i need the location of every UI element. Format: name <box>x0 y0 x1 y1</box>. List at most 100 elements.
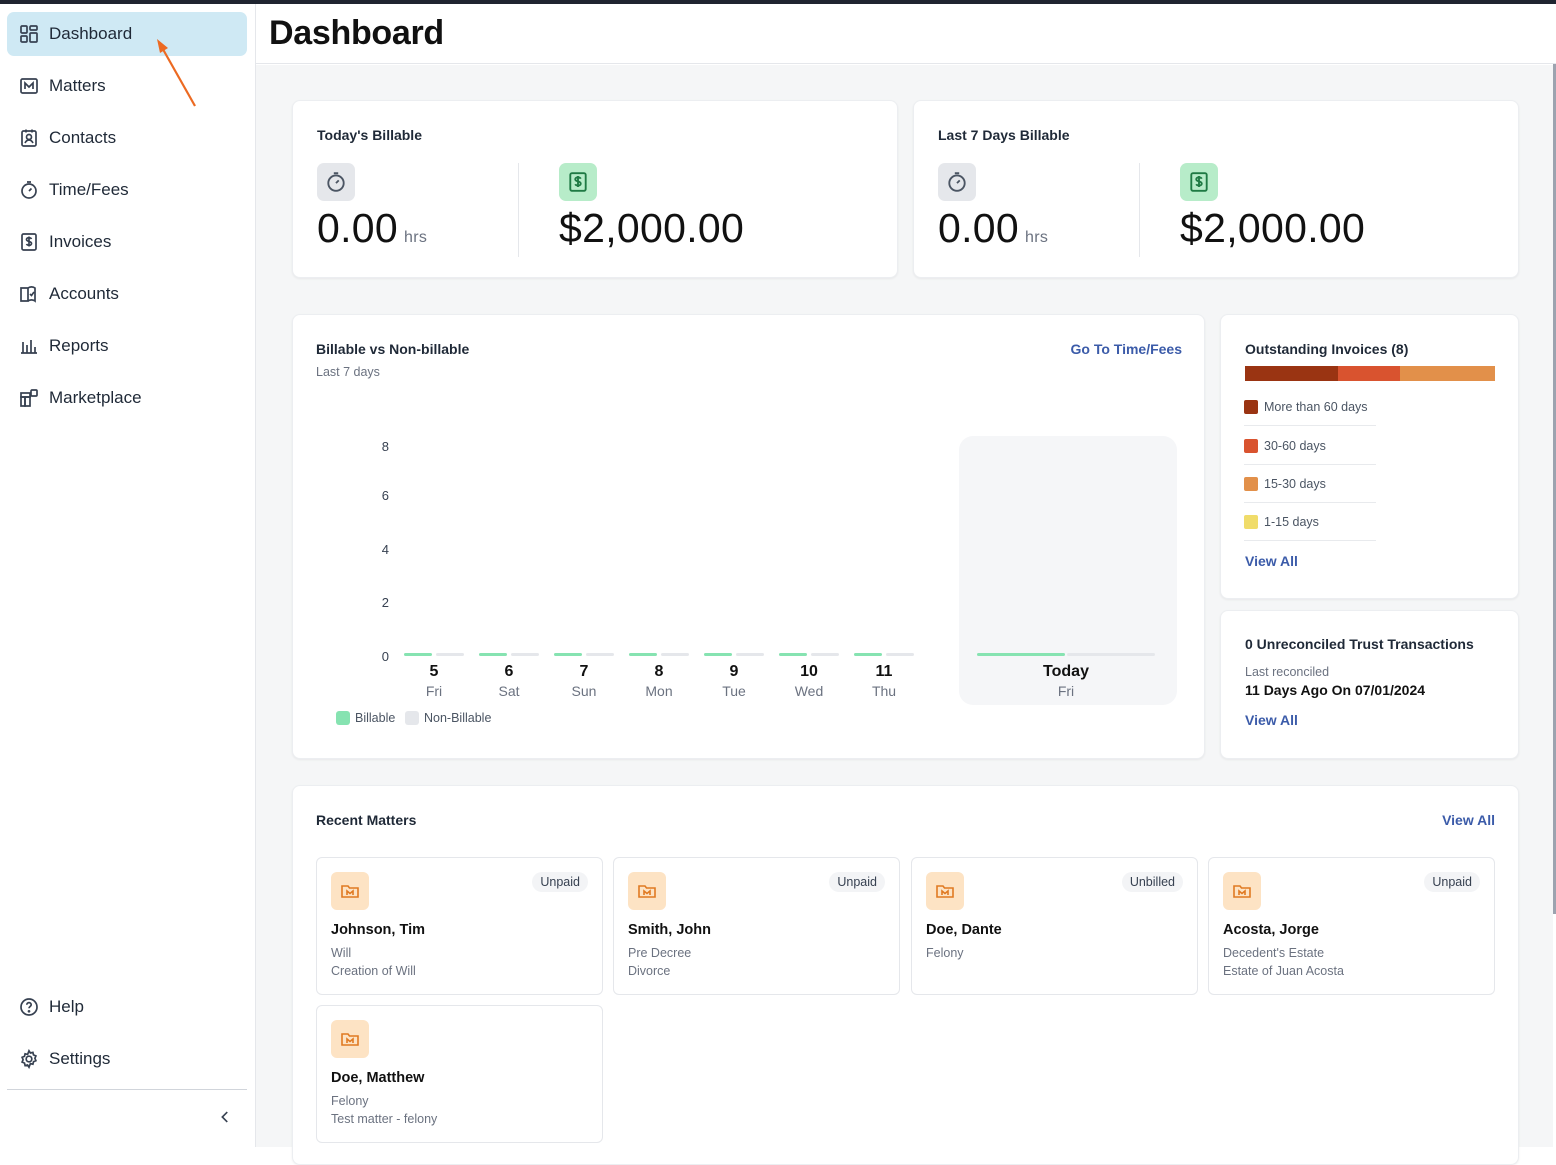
card-title: 0 Unreconciled Trust Transactions <box>1245 636 1474 652</box>
stopwatch-icon <box>938 163 976 201</box>
recent-matters-view-all-link[interactable]: View All <box>1442 812 1495 828</box>
status-badge: Unpaid <box>532 872 588 892</box>
matter-type: Decedent's Estate <box>1223 946 1325 960</box>
sidebar-item-label: Time/Fees <box>49 180 129 199</box>
chart-subtitle: Last 7 days <box>316 365 380 379</box>
x-tick-label: 5 Fri <box>404 663 464 699</box>
last-reconciled-value: 11 Days Ago On 07/01/2024 <box>1245 682 1426 698</box>
x-tick-weekday: Mon <box>645 683 673 699</box>
bar-non-billable <box>1067 653 1155 656</box>
legend-row: 30-60 days <box>1244 427 1376 465</box>
matter-folder-icon <box>331 872 369 910</box>
matter-name: Smith, John <box>628 922 711 938</box>
matter-type: Will <box>331 946 352 960</box>
card-title: Last 7 Days Billable <box>938 127 1070 143</box>
trust-transactions-card: 0 Unreconciled Trust Transactions Last r… <box>1220 610 1519 759</box>
sidebar-item-accounts[interactable]: Accounts <box>7 272 247 316</box>
bar-non-billable <box>736 653 764 656</box>
bar-billable <box>404 653 432 656</box>
x-tick-weekday: Tue <box>722 683 746 699</box>
matter-name: Doe, Matthew <box>331 1070 425 1086</box>
x-tick-day: Today <box>1043 663 1089 680</box>
page-title: Dashboard <box>269 14 444 52</box>
matter-card[interactable]: Doe, Matthew Felony Test matter - felony <box>316 1005 603 1143</box>
sidebar-item-label: Reports <box>49 336 109 355</box>
legend-swatch <box>336 711 350 725</box>
matter-description: Divorce <box>628 964 671 978</box>
sidebar-item-marketplace[interactable]: Marketplace <box>7 376 247 420</box>
legend-billable: Billable <box>336 711 395 725</box>
matter-card[interactable]: Unpaid Johnson, Tim Will Creation of Wil… <box>316 857 603 995</box>
x-tick-weekday: Fri <box>425 683 443 699</box>
outstanding-view-all-link[interactable]: View All <box>1245 553 1298 569</box>
legend-non-billable: Non-Billable <box>405 711 491 725</box>
x-tick-day: 8 <box>654 663 664 680</box>
aging-segment <box>1400 366 1495 381</box>
dollar-icon <box>1180 163 1218 201</box>
top-border <box>0 0 1556 4</box>
page-header: Dashboard <box>256 4 1556 64</box>
sidebar-item-label: Marketplace <box>49 388 142 407</box>
sidebar-item-help[interactable]: Help <box>7 985 247 1029</box>
billable-amount: $2,000.00 <box>559 205 745 251</box>
chart-title: Billable vs Non-billable <box>316 341 470 357</box>
matter-card[interactable]: Unpaid Acosta, Jorge Decedent's Estate E… <box>1208 857 1495 995</box>
bar-billable <box>629 653 657 656</box>
card-title: Today's Billable <box>317 127 422 143</box>
recent-matters-card: Recent Matters View All Unpaid Johnson, … <box>292 785 1519 1165</box>
gear-icon <box>19 1049 39 1069</box>
x-tick-label: 6 Sat <box>479 663 539 699</box>
matters-icon <box>19 76 39 96</box>
stopwatch-icon <box>317 163 355 201</box>
accounts-icon <box>19 284 39 304</box>
aging-bar <box>1245 366 1495 381</box>
sidebar-item-time-fees[interactable]: Time/Fees <box>7 168 247 212</box>
today-highlight <box>959 436 1177 705</box>
matter-name: Acosta, Jorge <box>1223 922 1319 938</box>
sidebar: Dashboard Matters Contacts Time/Fees Inv… <box>0 4 256 1147</box>
bar-billable <box>704 653 732 656</box>
collapse-sidebar-button[interactable] <box>212 1106 238 1132</box>
billable-hours: 0.00 hrs <box>317 205 428 251</box>
y-tick-label: 2 <box>381 595 389 610</box>
status-badge: Unpaid <box>829 872 885 892</box>
outstanding-invoices-card: Outstanding Invoices (8) More than 60 da… <box>1220 314 1519 599</box>
matter-name: Johnson, Tim <box>331 922 425 938</box>
sidebar-item-label: Settings <box>49 1049 111 1068</box>
sidebar-item-reports[interactable]: Reports <box>7 324 247 368</box>
matter-folder-icon <box>926 872 964 910</box>
billable-hours: 0.00 hrs <box>938 205 1049 251</box>
x-tick-weekday: Thu <box>871 683 897 699</box>
aging-segment <box>1337 366 1400 381</box>
x-tick-day: 11 <box>875 663 893 680</box>
sidebar-item-contacts[interactable]: Contacts <box>7 116 247 160</box>
matter-type: Pre Decree <box>628 946 692 960</box>
sidebar-item-dashboard[interactable]: Dashboard <box>7 12 247 56</box>
legend-swatch <box>1244 514 1258 529</box>
bar-non-billable <box>811 653 839 656</box>
x-tick-day: 6 <box>504 663 514 680</box>
divider <box>518 163 519 257</box>
x-tick-day: 7 <box>579 663 589 680</box>
matter-type: Felony <box>331 1094 369 1108</box>
go-to-time-fees-link[interactable]: Go To Time/Fees <box>1070 341 1182 357</box>
sidebar-item-matters[interactable]: Matters <box>7 64 247 108</box>
bar-non-billable <box>661 653 689 656</box>
matter-card[interactable]: Unpaid Smith, John Pre Decree Divorce <box>613 857 900 995</box>
x-tick-day: 10 <box>800 663 818 680</box>
matter-card[interactable]: Unbilled Doe, Dante Felony <box>911 857 1198 995</box>
marketplace-icon <box>19 388 39 408</box>
bar-billable <box>554 653 582 656</box>
scrollbar[interactable] <box>1553 64 1556 914</box>
matter-type: Felony <box>926 946 964 960</box>
x-tick-label: 9 Tue <box>704 663 764 699</box>
sidebar-item-settings[interactable]: Settings <box>7 1037 247 1081</box>
sidebar-item-label: Matters <box>49 76 106 95</box>
sidebar-item-invoices[interactable]: Invoices <box>7 220 247 264</box>
trust-view-all-link[interactable]: View All <box>1245 712 1298 728</box>
status-badge: Unbilled <box>1121 872 1183 892</box>
sidebar-item-label: Dashboard <box>49 24 133 43</box>
legend-row: 15-30 days <box>1244 465 1376 503</box>
billable-amount: $2,000.00 <box>1180 205 1366 251</box>
matter-folder-icon <box>628 872 666 910</box>
